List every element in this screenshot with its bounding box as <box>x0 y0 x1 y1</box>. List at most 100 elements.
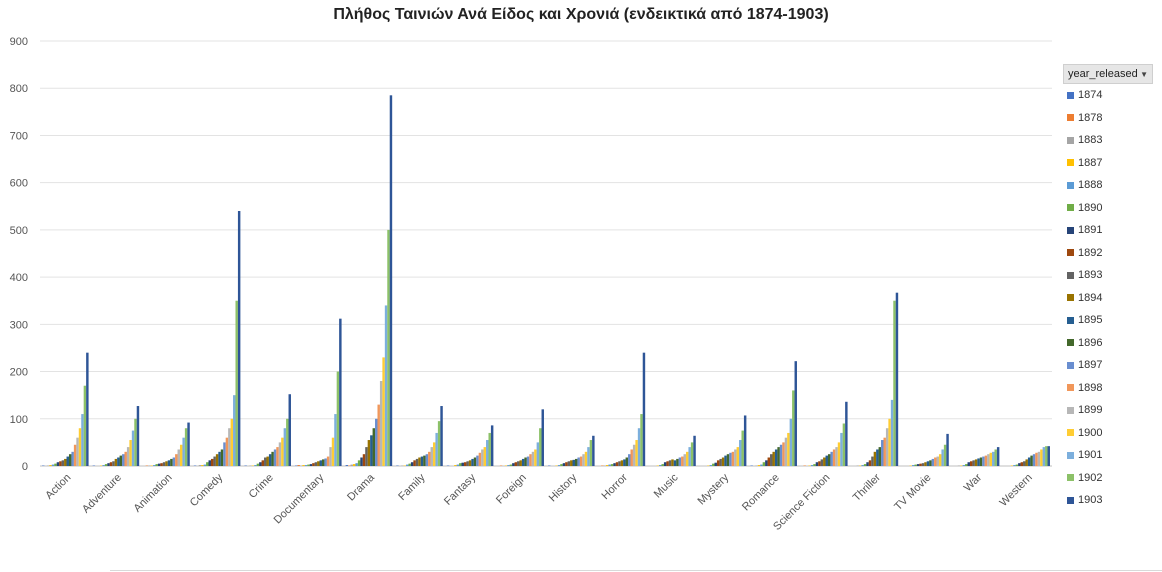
bar <box>317 461 320 466</box>
bar <box>615 462 619 466</box>
legend-items: 1874 1878 1883 1887 1888 1890 1891 1892 1893 1894… <box>1063 84 1153 512</box>
legend-label: 1878 <box>1078 111 1103 124</box>
bar <box>266 456 269 466</box>
bar <box>676 458 679 466</box>
bar <box>825 455 828 466</box>
x-tick-label: Animation <box>132 472 175 515</box>
bar <box>509 464 513 466</box>
bar <box>281 437 284 466</box>
bar <box>283 428 287 466</box>
bar <box>625 457 629 466</box>
bar <box>767 457 771 466</box>
bar <box>524 457 527 466</box>
bar <box>762 462 766 466</box>
legend-swatch <box>1067 204 1074 212</box>
bar <box>112 461 115 466</box>
bar <box>73 444 77 466</box>
chart-bottom-border <box>110 570 1162 571</box>
legend: year_released ▼ 1874 1878 1883 1887 1888 1890… <box>1063 64 1153 512</box>
bar <box>912 465 915 466</box>
bar <box>659 465 662 466</box>
bar <box>167 460 171 466</box>
legend-filter-button[interactable]: year_released ▼ <box>1063 64 1153 84</box>
legend-label: 1896 <box>1078 336 1103 349</box>
bar <box>623 459 626 466</box>
bar <box>423 455 426 466</box>
x-tick-label: Action <box>43 472 73 502</box>
legend-swatch <box>1067 361 1074 369</box>
bar <box>560 464 563 466</box>
x-tick-label: Family <box>396 471 428 503</box>
bar <box>512 463 515 466</box>
bar <box>962 465 966 466</box>
bar <box>663 462 667 466</box>
bar <box>415 458 419 466</box>
legend-item: 1902 <box>1063 467 1153 490</box>
bar <box>471 458 474 466</box>
y-tick-label: 700 <box>10 130 28 142</box>
bar <box>1037 451 1041 466</box>
bar <box>367 440 371 466</box>
bar <box>276 447 279 466</box>
bar <box>76 437 79 466</box>
bar <box>218 451 221 466</box>
bar <box>86 352 89 466</box>
bar <box>974 459 978 466</box>
bar <box>946 433 949 466</box>
bar <box>943 444 947 466</box>
bar <box>172 457 176 466</box>
bar <box>268 454 272 466</box>
bar <box>430 447 433 466</box>
legend-title: year_released <box>1068 68 1138 80</box>
bar <box>326 456 330 466</box>
bar <box>562 463 566 466</box>
bar <box>731 451 735 466</box>
legend-swatch <box>1067 316 1074 324</box>
bar <box>384 305 388 466</box>
legend-item: 1887 <box>1063 152 1153 175</box>
bar <box>184 428 188 466</box>
bar <box>122 454 125 466</box>
bar <box>1013 465 1016 466</box>
legend-label: 1895 <box>1078 314 1103 327</box>
bar <box>370 435 373 466</box>
bar <box>587 447 590 466</box>
bar <box>377 404 380 466</box>
legend-label: 1897 <box>1078 359 1103 372</box>
bar <box>938 454 942 466</box>
bar <box>382 357 385 466</box>
bar <box>757 465 761 466</box>
bar <box>984 455 988 466</box>
bar <box>592 435 595 466</box>
bar <box>934 457 937 466</box>
bar <box>379 381 383 466</box>
bar <box>690 442 694 466</box>
bar <box>488 432 491 466</box>
bar <box>179 444 183 466</box>
bar <box>726 454 730 466</box>
x-tick-label: Horror <box>599 471 630 502</box>
bar <box>529 454 532 466</box>
bar <box>810 465 814 466</box>
bar <box>126 447 130 466</box>
bar <box>739 440 742 466</box>
bar <box>329 447 332 466</box>
bar <box>256 463 260 466</box>
bar <box>765 460 768 466</box>
x-tick-label: Mystery <box>696 471 732 507</box>
legend-label: 1898 <box>1078 381 1103 394</box>
bar <box>924 462 927 466</box>
bar <box>476 455 479 466</box>
bar <box>823 457 826 466</box>
bar <box>360 457 363 466</box>
bar <box>355 463 358 466</box>
y-tick-label: 0 <box>22 461 28 473</box>
bar <box>59 461 62 466</box>
y-tick-label: 400 <box>10 272 28 284</box>
bar <box>895 292 899 466</box>
bar <box>534 449 537 466</box>
bar <box>297 465 300 466</box>
bar <box>1047 446 1050 466</box>
bar <box>68 454 72 466</box>
bar <box>668 460 672 466</box>
